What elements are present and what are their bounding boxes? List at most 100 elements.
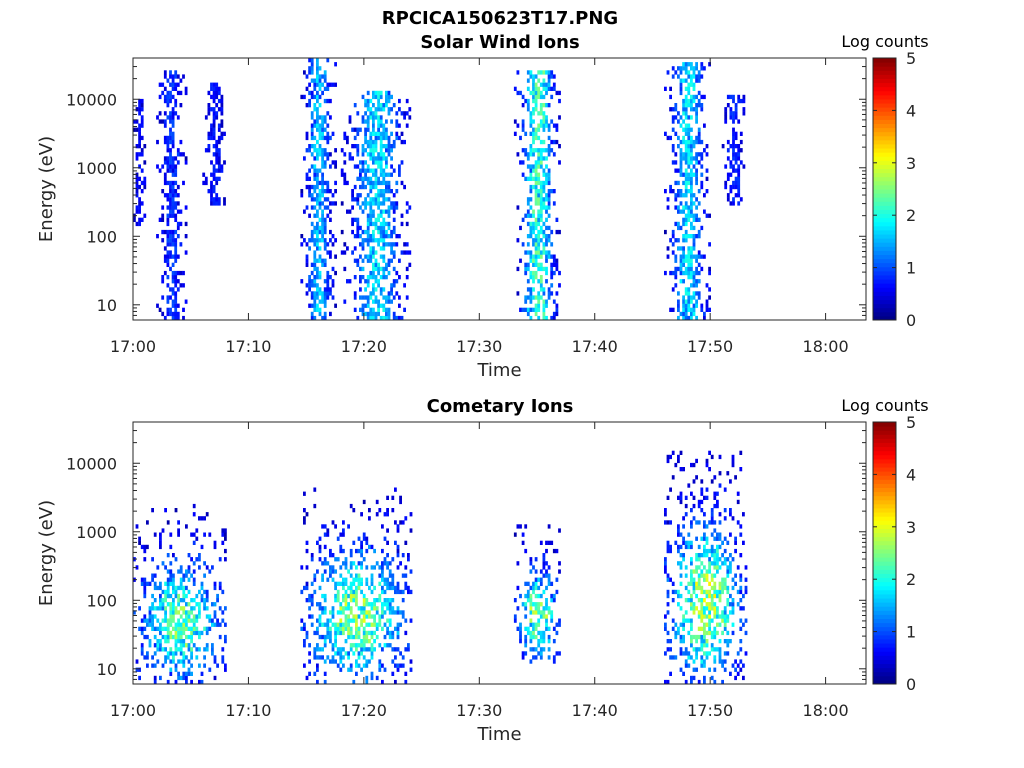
heatmap-cell bbox=[179, 659, 183, 664]
heatmap-cell bbox=[362, 639, 366, 644]
heatmap-cell bbox=[185, 675, 188, 681]
heatmap-cell bbox=[687, 86, 691, 91]
heatmap-cell bbox=[365, 639, 369, 644]
heatmap-cell bbox=[171, 156, 175, 161]
heatmap-cell bbox=[700, 606, 704, 611]
heatmap-cell bbox=[326, 577, 330, 582]
heatmap-cell bbox=[182, 618, 186, 623]
heatmap-cell bbox=[684, 303, 688, 308]
heatmap-cell bbox=[697, 279, 701, 284]
heatmap-cell bbox=[721, 630, 724, 636]
heatmap-cell bbox=[171, 184, 175, 190]
colorbar-segment bbox=[873, 422, 896, 427]
heatmap-cell bbox=[185, 671, 188, 676]
heatmap-cell bbox=[555, 139, 559, 145]
heatmap-cell bbox=[182, 315, 185, 321]
heatmap-cell bbox=[521, 103, 525, 108]
heatmap-cell bbox=[374, 311, 378, 317]
heatmap-cell bbox=[674, 107, 678, 112]
heatmap-cell bbox=[547, 172, 551, 177]
heatmap-cell bbox=[403, 307, 406, 312]
heatmap-cell bbox=[308, 90, 311, 96]
heatmap-cell bbox=[151, 622, 154, 627]
heatmap-cell bbox=[148, 614, 152, 619]
heatmap-cell bbox=[386, 630, 389, 636]
heatmap-cell bbox=[198, 679, 201, 685]
heatmap-cell bbox=[310, 262, 314, 267]
heatmap-cell bbox=[558, 90, 561, 96]
heatmap-cell bbox=[385, 131, 388, 136]
heatmap-cell bbox=[516, 123, 520, 128]
heatmap-cell bbox=[542, 119, 546, 124]
heatmap-cell bbox=[213, 544, 217, 550]
heatmap-cell bbox=[529, 291, 533, 296]
heatmap-cell bbox=[679, 561, 683, 566]
heatmap-cell bbox=[151, 602, 154, 607]
heatmap-cell bbox=[374, 111, 378, 116]
heatmap-cell bbox=[146, 581, 149, 586]
heatmap-cell bbox=[526, 209, 530, 214]
heatmap-cell bbox=[344, 561, 348, 566]
heatmap-cell bbox=[365, 598, 369, 603]
heatmap-cell bbox=[166, 115, 170, 120]
heatmap-cell bbox=[316, 193, 319, 198]
heatmap-cell bbox=[331, 647, 335, 652]
heatmap-cell bbox=[726, 557, 730, 562]
heatmap-cell bbox=[305, 205, 309, 210]
heatmap-cell bbox=[705, 622, 709, 627]
heatmap-cell bbox=[690, 160, 693, 165]
heatmap-cell bbox=[664, 270, 667, 276]
heatmap-cell bbox=[697, 254, 701, 259]
heatmap-cell bbox=[318, 74, 322, 79]
heatmap-cell bbox=[205, 512, 209, 517]
heatmap-cell bbox=[326, 618, 330, 623]
heatmap-cell bbox=[555, 217, 559, 222]
heatmap-cell bbox=[334, 201, 337, 206]
heatmap-cell bbox=[731, 606, 735, 611]
heatmap-cell bbox=[524, 131, 528, 136]
heatmap-cell bbox=[313, 671, 317, 676]
heatmap-cell bbox=[161, 90, 165, 96]
heatmap-cell bbox=[390, 119, 393, 124]
heatmap-cell bbox=[519, 622, 522, 627]
colorbar-tick-label: 4 bbox=[906, 101, 916, 120]
heatmap-cell bbox=[166, 569, 170, 574]
colorbar-segment bbox=[873, 569, 896, 574]
heatmap-cell bbox=[205, 614, 209, 619]
heatmap-cell bbox=[542, 123, 546, 128]
heatmap-cell bbox=[166, 634, 170, 640]
heatmap-cell bbox=[679, 565, 683, 570]
heatmap-cell bbox=[537, 94, 541, 100]
heatmap-cell bbox=[684, 311, 688, 317]
heatmap-cell bbox=[308, 671, 311, 676]
colorbar-segment bbox=[873, 663, 896, 669]
heatmap-cell bbox=[385, 119, 388, 124]
heatmap-cell bbox=[687, 299, 691, 304]
heatmap-cell bbox=[396, 634, 400, 640]
heatmap-cell bbox=[388, 585, 392, 591]
heatmap-cell bbox=[684, 152, 688, 157]
heatmap-cell bbox=[203, 516, 206, 521]
heatmap-cell bbox=[382, 197, 386, 202]
heatmap-cell bbox=[537, 303, 541, 308]
heatmap-cell bbox=[390, 201, 393, 206]
heatmap-cell bbox=[331, 577, 335, 582]
heatmap-cell bbox=[388, 630, 392, 636]
heatmap-cell bbox=[172, 655, 175, 660]
heatmap-cell bbox=[697, 189, 701, 194]
heatmap-cell bbox=[377, 152, 380, 157]
heatmap-cell bbox=[221, 532, 225, 537]
heatmap-cell bbox=[174, 242, 178, 247]
heatmap-cell bbox=[534, 307, 538, 312]
colorbar-segment bbox=[873, 283, 896, 288]
heatmap-cell bbox=[677, 307, 680, 312]
heatmap-cell bbox=[732, 184, 735, 190]
heatmap-cell bbox=[374, 287, 378, 292]
heatmap-cell bbox=[176, 225, 180, 231]
heatmap-cell bbox=[697, 626, 701, 631]
heatmap-cell bbox=[687, 144, 691, 149]
heatmap-cell bbox=[365, 565, 369, 570]
heatmap-cell bbox=[369, 176, 373, 181]
heatmap-cell bbox=[221, 528, 225, 533]
heatmap-cell bbox=[723, 659, 727, 664]
